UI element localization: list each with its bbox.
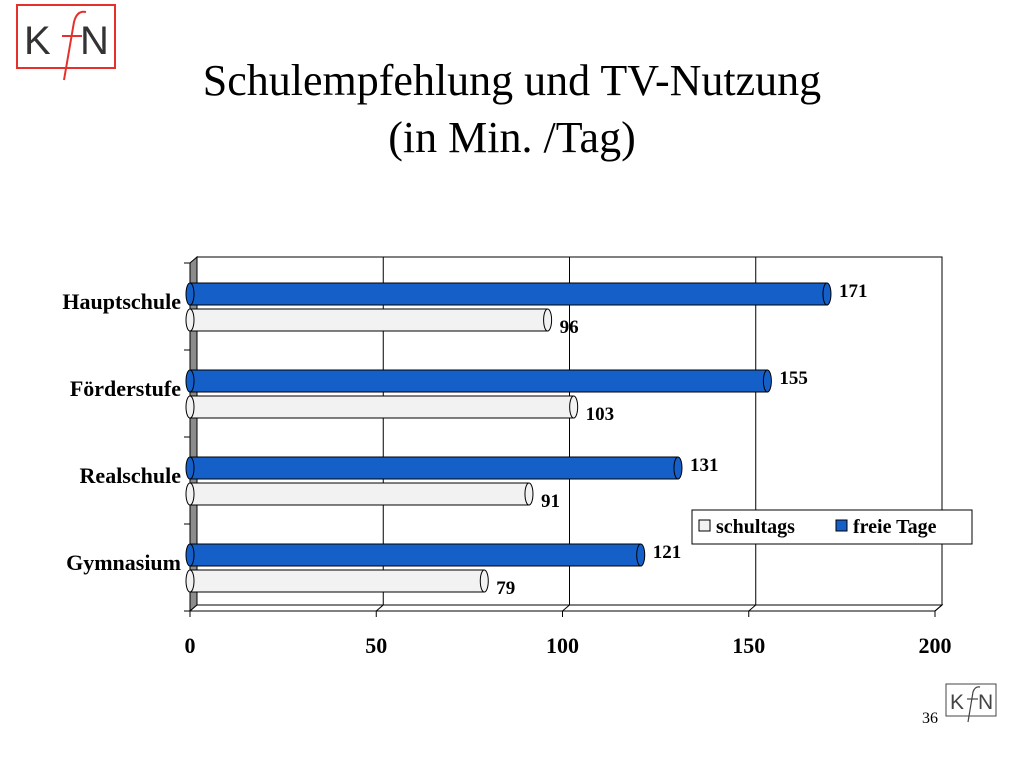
bar-schultags bbox=[185, 308, 553, 332]
bar-schultags-body bbox=[189, 308, 549, 332]
svg-text:N: N bbox=[80, 19, 109, 63]
bar-schultags bbox=[185, 395, 579, 419]
data-label-schultags: 79 bbox=[496, 578, 515, 599]
kfn-logo-bottom: K N bbox=[944, 680, 1000, 724]
legend-label: schultags bbox=[716, 516, 795, 538]
legend-swatch bbox=[698, 519, 711, 532]
x-tick-label: 50 bbox=[365, 633, 387, 658]
bar-freie-tage-start-cap bbox=[185, 456, 195, 480]
bar-freie-tage-end-cap bbox=[636, 543, 646, 567]
bar-schultags-start-cap bbox=[185, 569, 195, 593]
bar-schultags-end-cap bbox=[524, 482, 534, 506]
data-label-freie-tage: 131 bbox=[690, 455, 719, 476]
legend-box bbox=[691, 509, 973, 545]
legend-swatch bbox=[835, 519, 848, 532]
bar-freie-tage-end-cap bbox=[762, 369, 772, 393]
data-label-schultags: 96 bbox=[560, 317, 579, 338]
gridline-floor bbox=[562, 604, 570, 612]
bar-schultags-body bbox=[189, 395, 575, 419]
bar-schultags-body bbox=[189, 482, 530, 506]
bar-freie-tage bbox=[185, 456, 683, 480]
bar-schultags-body bbox=[189, 569, 485, 593]
gridline-floor bbox=[375, 604, 384, 612]
x-tick-label: 0 bbox=[185, 633, 196, 658]
x-tick-label: 100 bbox=[546, 633, 579, 658]
svg-text:N: N bbox=[978, 691, 993, 714]
category-label: Gymnasium bbox=[66, 550, 181, 575]
bar-freie-tage-start-cap bbox=[185, 282, 195, 306]
bar-freie-tage bbox=[185, 282, 832, 306]
bar-schultags-start-cap bbox=[185, 395, 195, 419]
title-line-2: (in Min. /Tag) bbox=[388, 113, 636, 162]
bar-freie-tage-body bbox=[189, 456, 679, 480]
bar-freie-tage-end-cap bbox=[673, 456, 683, 480]
bar-schultags-end-cap bbox=[569, 395, 579, 419]
category-label: Hauptschule bbox=[62, 289, 181, 314]
data-label-freie-tage: 155 bbox=[779, 368, 808, 389]
bar-schultags-end-cap bbox=[479, 569, 489, 593]
bar-freie-tage bbox=[185, 543, 646, 567]
gridline-floor bbox=[934, 604, 943, 612]
bar-schultags-start-cap bbox=[185, 482, 195, 506]
x-tick-label: 150 bbox=[732, 633, 765, 658]
data-label-schultags: 103 bbox=[586, 404, 615, 425]
category-label: Förderstufe bbox=[70, 376, 181, 401]
bar-freie-tage-body bbox=[189, 543, 642, 567]
svg-text:K: K bbox=[950, 691, 964, 714]
bar-freie-tage bbox=[185, 369, 772, 393]
legend: schultags freie Tage bbox=[691, 509, 973, 545]
bar-schultags-end-cap bbox=[543, 308, 553, 332]
title-line-1: Schulempfehlung und TV-Nutzung bbox=[202, 56, 822, 105]
x-tick-label: 200 bbox=[919, 633, 952, 658]
data-label-freie-tage: 171 bbox=[839, 281, 868, 302]
slide-number: 36 bbox=[922, 710, 938, 727]
bar-schultags bbox=[185, 482, 534, 506]
bar-freie-tage-body bbox=[189, 282, 828, 306]
bar-schultags bbox=[185, 569, 489, 593]
data-label-freie-tage: 121 bbox=[653, 542, 682, 563]
bar-freie-tage-start-cap bbox=[185, 369, 195, 393]
data-label-schultags: 91 bbox=[541, 491, 560, 512]
bar-freie-tage-body bbox=[189, 369, 768, 393]
gridline-floor bbox=[748, 604, 757, 612]
legend-label: freie Tage bbox=[853, 516, 937, 538]
kfn-logo-top: K N bbox=[14, 2, 120, 84]
bar-freie-tage-start-cap bbox=[185, 543, 195, 567]
svg-text:K: K bbox=[24, 19, 51, 63]
bar-schultags-start-cap bbox=[185, 308, 195, 332]
category-label: Realschule bbox=[80, 463, 182, 488]
bar-freie-tage-end-cap bbox=[822, 282, 832, 306]
page-title: Schulempfehlung und TV-Nutzung (in Min. … bbox=[0, 52, 1024, 166]
